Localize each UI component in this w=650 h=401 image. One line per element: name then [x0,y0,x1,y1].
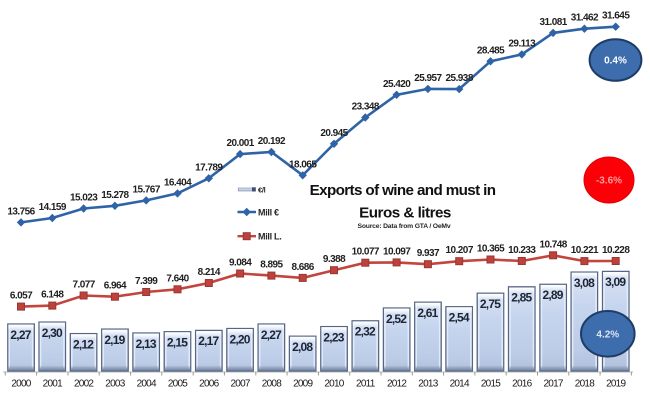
svg-text:8.686: 8.686 [292,262,315,273]
svg-text:15.023: 15.023 [70,193,98,204]
svg-text:2,27: 2,27 [261,328,282,342]
svg-text:23.348: 23.348 [352,102,380,113]
svg-text:2000: 2000 [11,379,31,390]
svg-text:2002: 2002 [74,379,94,390]
svg-text:10.077: 10.077 [352,247,380,258]
svg-text:Mill L.: Mill L. [258,232,281,242]
svg-text:2018: 2018 [575,379,595,390]
svg-text:15.767: 15.767 [133,184,161,195]
svg-text:6.057: 6.057 [10,291,33,302]
svg-text:2,15: 2,15 [167,336,188,350]
svg-text:2014: 2014 [450,379,470,390]
svg-text:2010: 2010 [324,379,344,390]
svg-text:Exports of wine and must in: Exports of wine and must in [310,182,496,199]
svg-text:6.148: 6.148 [41,290,64,301]
svg-text:16.404: 16.404 [164,177,192,188]
svg-text:6.964: 6.964 [104,281,127,292]
svg-text:2,30: 2,30 [42,326,63,340]
svg-text:2008: 2008 [262,379,282,390]
svg-text:8.895: 8.895 [260,260,283,271]
svg-text:2011: 2011 [356,379,376,390]
svg-text:2,23: 2,23 [323,330,344,344]
svg-text:14.159: 14.159 [39,202,67,213]
svg-text:2,12: 2,12 [73,337,94,351]
svg-text:2,17: 2,17 [198,334,219,348]
svg-text:2005: 2005 [168,379,188,390]
svg-text:0.4%: 0.4% [604,56,627,67]
svg-text:2,27: 2,27 [10,328,31,342]
svg-text:20.945: 20.945 [320,128,348,139]
svg-text:3,09: 3,09 [605,275,626,289]
svg-text:2,85: 2,85 [511,291,532,305]
svg-text:10.207: 10.207 [446,245,474,256]
svg-text:28.485: 28.485 [477,45,505,56]
svg-text:2003: 2003 [105,379,125,390]
svg-text:8.214: 8.214 [198,267,221,278]
svg-text:2,61: 2,61 [417,306,438,320]
svg-text:10.748: 10.748 [539,239,567,250]
svg-text:7.077: 7.077 [72,280,95,291]
svg-text:2007: 2007 [230,379,250,390]
svg-text:31.462: 31.462 [571,13,599,24]
svg-text:2,13: 2,13 [136,337,157,351]
svg-text:2015: 2015 [481,379,501,390]
svg-text:2,75: 2,75 [480,297,501,311]
svg-text:Mill €: Mill € [258,207,279,217]
svg-text:2,89: 2,89 [543,288,564,302]
svg-text:20.192: 20.192 [258,136,286,147]
svg-text:2001: 2001 [43,379,63,390]
svg-text:25.938: 25.938 [446,73,474,84]
svg-text:2,20: 2,20 [230,332,251,346]
svg-text:13.756: 13.756 [7,206,35,217]
svg-text:4.2%: 4.2% [596,329,619,340]
svg-text:2006: 2006 [199,379,219,390]
svg-text:25.420: 25.420 [383,79,411,90]
svg-text:31.645: 31.645 [602,11,630,22]
svg-text:20.001: 20.001 [226,138,254,149]
svg-text:7.640: 7.640 [166,273,189,284]
svg-text:2,32: 2,32 [355,325,376,339]
svg-text:10.221: 10.221 [571,245,599,256]
svg-text:2013: 2013 [418,379,438,390]
svg-text:2009: 2009 [293,379,313,390]
svg-text:31.081: 31.081 [539,17,567,28]
svg-text:2017: 2017 [543,379,563,390]
svg-text:7.399: 7.399 [135,276,158,287]
svg-text:18.065: 18.065 [289,159,317,170]
svg-text:Euros & litres: Euros & litres [359,205,451,222]
svg-text:25.957: 25.957 [414,73,442,84]
svg-text:15.278: 15.278 [101,190,129,201]
svg-text:2016: 2016 [512,379,532,390]
svg-text:-3.6%: -3.6% [596,176,622,187]
svg-text:2,19: 2,19 [104,333,125,347]
svg-text:10.228: 10.228 [602,245,630,256]
svg-text:Source: Data from GTA / OeMv: Source: Data from GTA / OeMv [358,223,451,230]
svg-text:2,54: 2,54 [449,311,470,325]
svg-text:2,52: 2,52 [386,312,407,326]
svg-text:2012: 2012 [387,379,407,390]
svg-text:€/l: €/l [258,186,266,195]
svg-text:2,08: 2,08 [292,340,313,354]
svg-text:2004: 2004 [137,379,157,390]
svg-text:9.388: 9.388 [323,254,346,265]
svg-text:10.097: 10.097 [383,246,411,257]
svg-text:3,08: 3,08 [574,276,595,290]
svg-text:10.233: 10.233 [508,245,536,256]
svg-text:10.365: 10.365 [477,244,505,255]
svg-text:17.789: 17.789 [195,162,223,173]
svg-text:29.113: 29.113 [508,38,536,49]
svg-text:9.937: 9.937 [417,248,440,259]
svg-text:9.084: 9.084 [229,258,252,269]
svg-text:2019: 2019 [606,379,626,390]
